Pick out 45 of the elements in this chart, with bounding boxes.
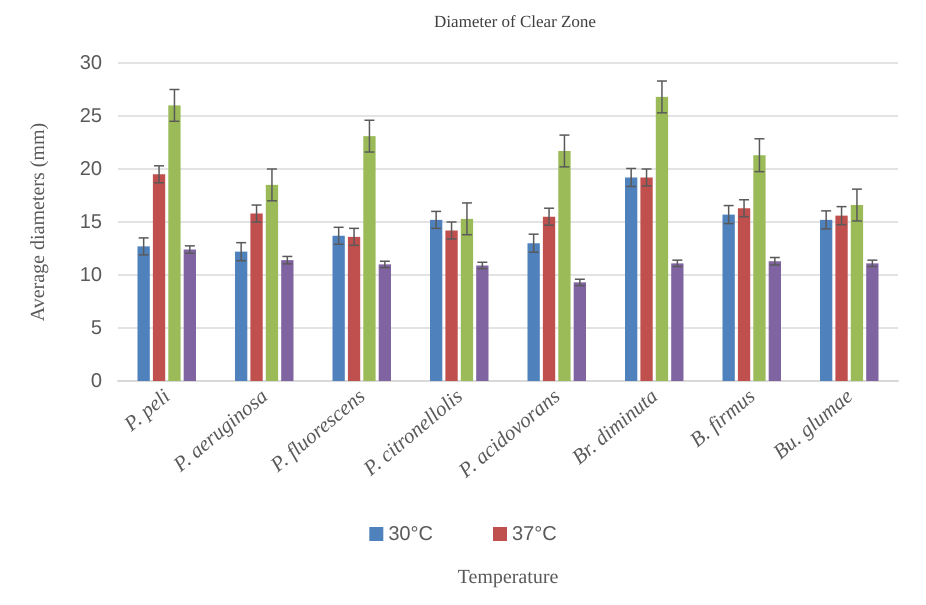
y-tick-label: 20 bbox=[80, 158, 102, 180]
bar bbox=[850, 205, 864, 381]
bar bbox=[768, 261, 781, 381]
bar bbox=[753, 155, 766, 381]
bar bbox=[168, 105, 181, 381]
y-tick-label: 10 bbox=[80, 264, 102, 286]
y-axis-title: Average diameters (mm) bbox=[27, 122, 49, 322]
bar bbox=[656, 96, 668, 381]
bar bbox=[348, 236, 360, 381]
bar bbox=[460, 218, 474, 381]
bar bbox=[250, 214, 263, 381]
bar bbox=[430, 220, 442, 381]
bar bbox=[738, 208, 750, 381]
bar bbox=[235, 252, 248, 381]
legend-label: 37°C bbox=[512, 523, 557, 545]
bar bbox=[152, 174, 166, 381]
legend-label: 30°C bbox=[388, 523, 433, 545]
y-tick-label: 25 bbox=[80, 105, 102, 127]
chart-title: Diameter of Clear Zone bbox=[434, 12, 596, 31]
bar bbox=[138, 246, 150, 381]
bar bbox=[558, 150, 571, 381]
bar bbox=[640, 177, 653, 381]
bar bbox=[820, 220, 832, 381]
y-tick-label: 5 bbox=[90, 317, 102, 339]
bar bbox=[445, 230, 458, 381]
bar bbox=[378, 264, 391, 381]
x-axis-title: Temperature bbox=[458, 566, 558, 588]
bar bbox=[542, 216, 556, 381]
bar bbox=[866, 263, 878, 381]
bar bbox=[625, 177, 638, 381]
bar bbox=[574, 282, 586, 381]
bar bbox=[266, 184, 278, 381]
bar bbox=[281, 260, 294, 381]
bar bbox=[184, 250, 196, 381]
bar bbox=[476, 265, 488, 381]
bar bbox=[722, 214, 735, 381]
x-tick-label: P. peli bbox=[118, 384, 175, 436]
y-tick-label: 30 bbox=[80, 52, 102, 74]
bar bbox=[671, 263, 684, 381]
bar bbox=[528, 243, 540, 381]
bar bbox=[363, 136, 376, 381]
bar bbox=[332, 236, 345, 381]
bar bbox=[835, 216, 848, 381]
y-tick-label: 15 bbox=[80, 211, 102, 233]
y-tick-label: 0 bbox=[90, 370, 102, 392]
